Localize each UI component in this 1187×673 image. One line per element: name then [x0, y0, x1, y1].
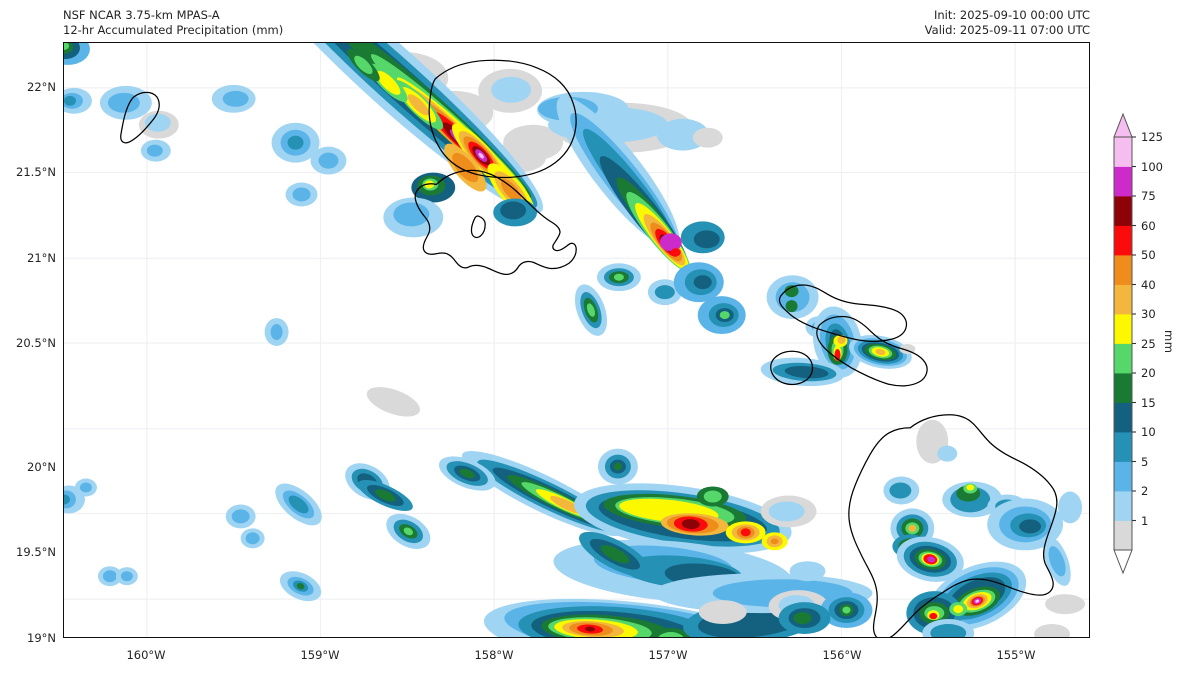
coastline-lanai	[770, 350, 814, 386]
y-tick-label: 21°N	[27, 251, 56, 265]
colorbar-band	[1114, 166, 1132, 197]
colorbar[interactable]	[1110, 112, 1136, 575]
valid-time: Valid: 2025-09-11 07:00 UTC	[924, 22, 1090, 37]
coastline-oahu	[414, 169, 577, 276]
y-tick-label: 19°N	[27, 631, 56, 645]
colorbar-band	[1114, 520, 1132, 551]
colorbar-tick-label: 125	[1141, 130, 1163, 144]
map-plot-area[interactable]	[63, 42, 1090, 638]
x-tick-label: 157°W	[648, 648, 688, 662]
field-name: 12-hr Accumulated Precipitation (mm)	[63, 22, 284, 37]
island-coastlines	[120, 59, 1058, 637]
colorbar-band	[1114, 432, 1132, 462]
colorbar-tick-label: 15	[1141, 395, 1156, 410]
coastline-kauai	[428, 59, 577, 179]
time-header: Init: 2025-09-10 00:00 UTC Valid: 2025-09…	[925, 8, 1090, 37]
colorbar-band	[1114, 255, 1132, 285]
colorbar-band	[1114, 343, 1132, 374]
coastline-maui	[816, 315, 928, 387]
colorbar-tick-label: 20	[1141, 366, 1156, 380]
y-tick-label: 20.5°N	[16, 336, 56, 350]
coastline-hawaii	[848, 414, 1058, 637]
colorbar-swatches	[1113, 112, 1136, 575]
x-tick-label: 158°W	[474, 648, 514, 662]
x-tick-label: 155°W	[996, 648, 1036, 662]
colorbar-tick-label: 1	[1141, 513, 1149, 528]
colorbar-tick-label: 100	[1141, 159, 1163, 174]
x-tick-label: 156°W	[822, 648, 862, 662]
precipitation-contours	[64, 43, 1086, 637]
init-time: Init: 2025-09-10 00:00 UTC	[934, 8, 1090, 22]
x-tick-label: 159°W	[300, 648, 340, 662]
colorbar-band	[1114, 137, 1132, 167]
coastline-molokai	[778, 284, 908, 342]
colorbar-band	[1114, 491, 1132, 521]
colorbar-tick-label: 75	[1141, 189, 1156, 203]
y-axis: 19°N 19.5°N 20°N 20.5°N 21°N 21.5°N 22°N	[0, 0, 56, 673]
colorbar-tick-label: 60	[1141, 218, 1156, 233]
coastline-oahu-inlet	[470, 215, 486, 239]
y-tick-label: 20°N	[27, 460, 56, 474]
x-tick-label: 160°W	[126, 648, 166, 662]
colorbar-band	[1114, 461, 1132, 492]
y-tick-label: 22°N	[27, 80, 56, 94]
y-tick-label: 21.5°N	[16, 165, 56, 179]
colorbar-tick-label: 40	[1141, 277, 1156, 292]
colorbar-tick-label: 25	[1141, 336, 1156, 351]
colorbar-band	[1114, 196, 1132, 226]
model-header: NSF NCAR 3.75-km MPAS-A 12-hr Accumulated…	[63, 8, 283, 37]
model-name: NSF NCAR 3.75-km MPAS-A	[63, 8, 220, 22]
colorbar-band	[1114, 225, 1132, 256]
coastline-niihau	[120, 91, 160, 144]
colorbar-unit-label: mm	[1162, 330, 1176, 354]
y-tick-label: 19.5°N	[16, 545, 56, 559]
colorbar-tick-label: 2	[1141, 484, 1149, 498]
colorbar-band	[1114, 314, 1132, 344]
colorbar-band	[1114, 373, 1132, 403]
colorbar-tick-label: 10	[1141, 425, 1156, 439]
colorbar-band	[1114, 284, 1132, 315]
colorbar-band	[1114, 402, 1132, 433]
colorbar-tick-label: 30	[1141, 307, 1156, 321]
precipitation-map	[64, 43, 1089, 637]
colorbar-tick-label: 5	[1141, 454, 1149, 469]
colorbar-tick-label: 50	[1141, 248, 1156, 262]
